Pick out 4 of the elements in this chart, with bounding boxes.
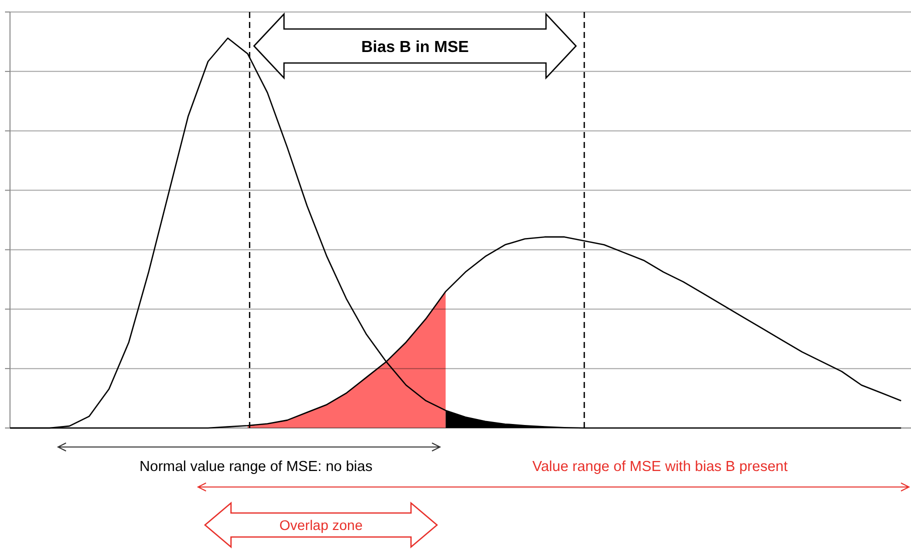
text: Normal value range of MSE: no bias [140, 459, 372, 475]
text: Value range of MSE with bias B present [532, 459, 788, 475]
annotation: Bias B in MSE [361, 39, 470, 56]
text: Overlap zone [279, 517, 363, 533]
